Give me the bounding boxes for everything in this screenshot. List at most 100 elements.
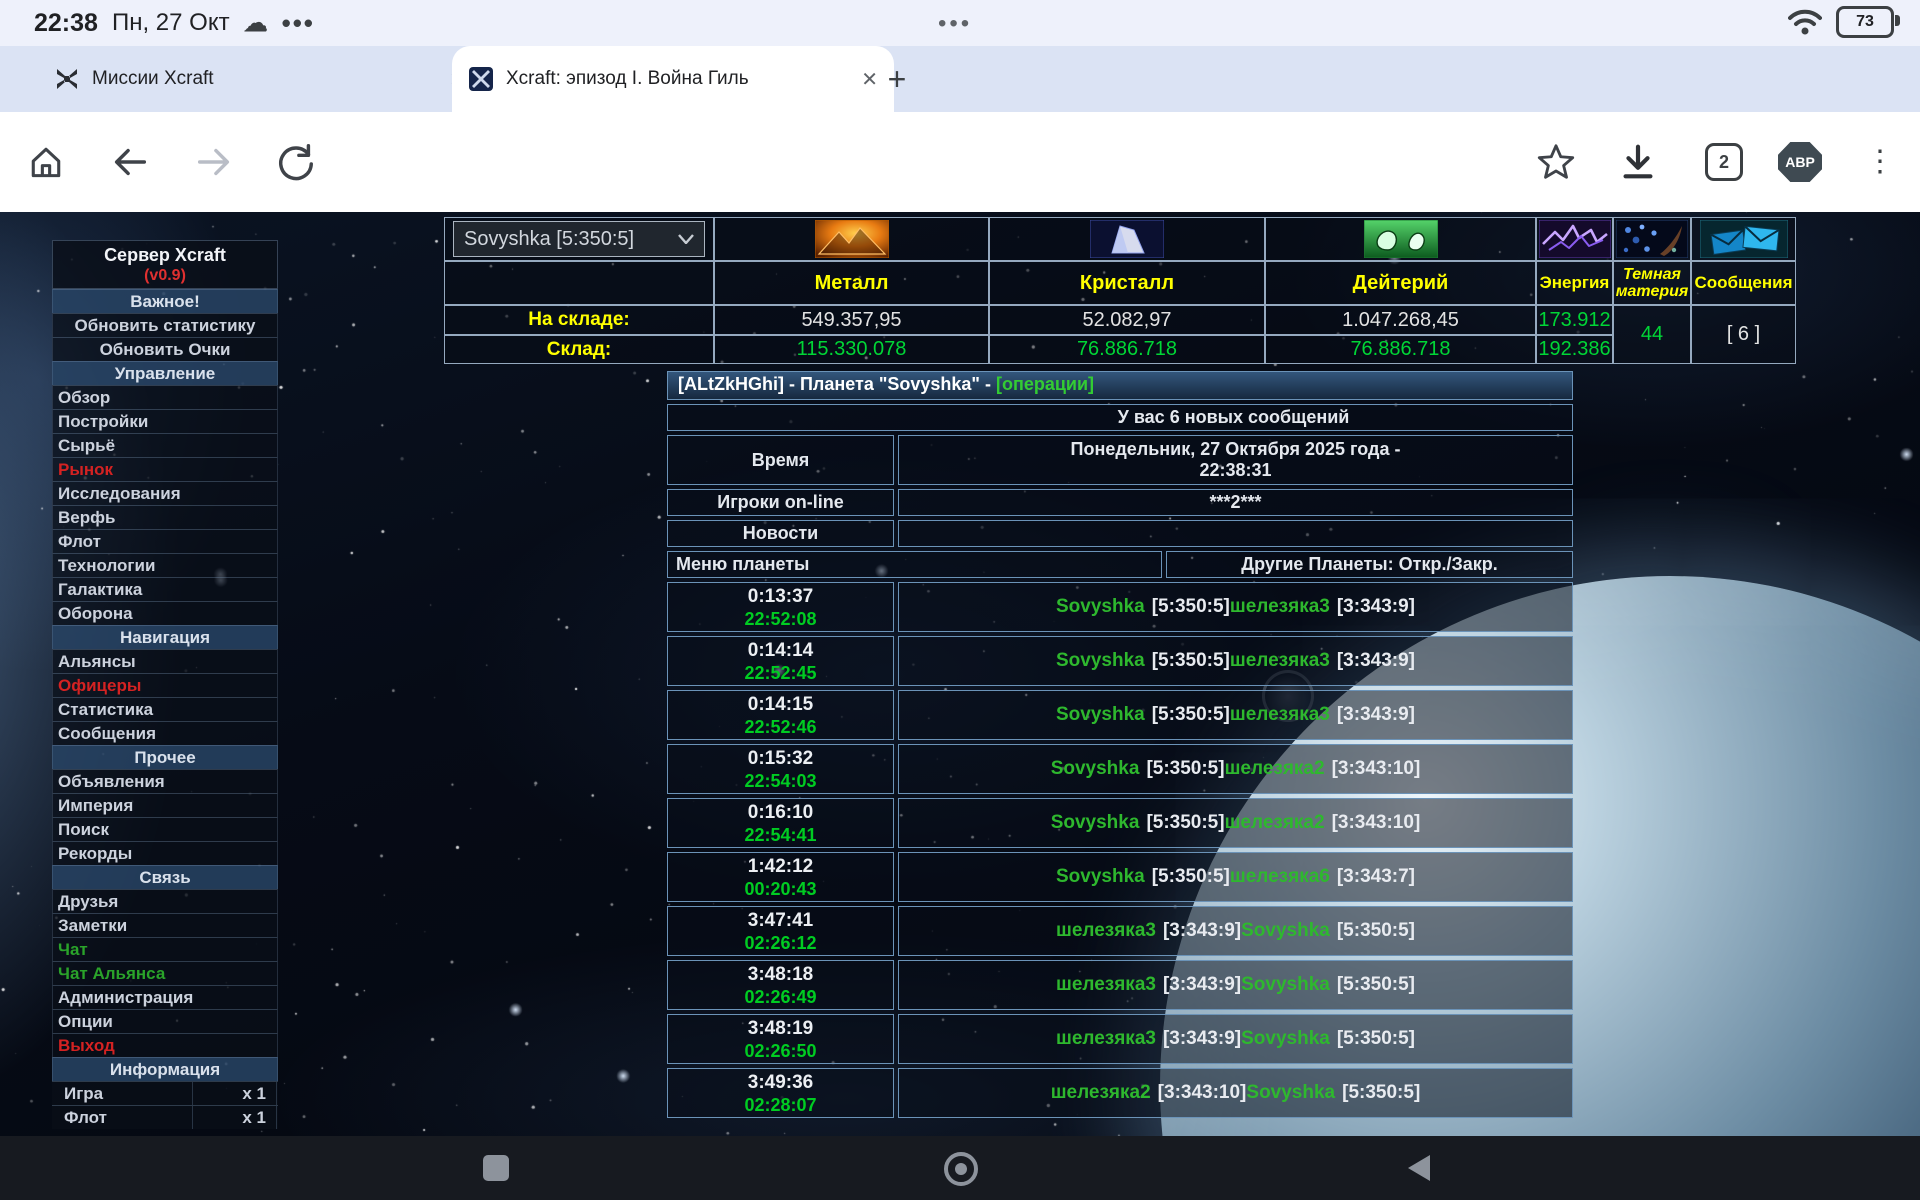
- deuterium-icon: [1363, 220, 1438, 258]
- tab-close-icon[interactable]: ✕: [861, 68, 878, 91]
- sidebar-item[interactable]: Администрация: [52, 985, 278, 1009]
- sidebar-item[interactable]: Галактика: [52, 577, 278, 601]
- dark-matter-icon-cell: [1613, 217, 1691, 261]
- sidebar-item[interactable]: Верфь: [52, 505, 278, 529]
- adblock-abp-icon[interactable]: ABP: [1776, 138, 1824, 186]
- sidebar-item[interactable]: Альянсы: [52, 649, 278, 673]
- sidebar-item[interactable]: Чат Альянса: [52, 961, 278, 985]
- new-messages-notice[interactable]: У вас 6 новых сообщений: [667, 404, 1573, 431]
- fleet-duration: 1:42:12: [747, 855, 814, 877]
- sidebar-item[interactable]: Офицеры: [52, 673, 278, 697]
- sidebar-item[interactable]: Поиск: [52, 817, 278, 841]
- fleet-route[interactable]: шелезяка3 [3:343:9] Sovyshka [5:350:5]: [898, 960, 1573, 1010]
- sidebar-item[interactable]: Флот: [52, 529, 278, 553]
- fleet-event-row: 1:42:12 00:20:43 Sovyshka [5:350:5] шелезя…: [667, 852, 1573, 902]
- sidebar-item[interactable]: Империя: [52, 793, 278, 817]
- sidebar-item[interactable]: Важное!: [52, 289, 278, 313]
- sidebar-item[interactable]: Выход: [52, 1033, 278, 1057]
- fleet-to-name: Sovyshka: [1246, 1082, 1336, 1103]
- reload-button[interactable]: [272, 138, 320, 186]
- fleet-duration: 0:13:37: [747, 585, 814, 607]
- fleet-event-row: 0:15:32 22:54:03 Sovyshka [5:350:5] шелезя…: [667, 744, 1573, 794]
- planet-select[interactable]: Sovyshka [5:350:5]: [453, 221, 705, 257]
- sidebar-item[interactable]: Обновить статистику: [52, 313, 278, 337]
- messages-icon-cell: [1691, 217, 1796, 261]
- recents-button[interactable]: [483, 1155, 509, 1181]
- sidebar-item[interactable]: Чат: [52, 937, 278, 961]
- fleet-duration: 3:48:18: [747, 963, 814, 985]
- bookmark-star-icon[interactable]: [1532, 138, 1580, 186]
- fleet-time-cell: 0:15:32 22:54:03: [667, 744, 894, 794]
- fleet-route[interactable]: шелезяка2 [3:343:10] Sovyshka [5:350:5]: [898, 1068, 1573, 1118]
- android-nav-bar: [0, 1136, 1920, 1200]
- operations-link[interactable]: [операции]: [995, 374, 1095, 394]
- fleet-to-coord: [3:343:7]: [1336, 866, 1415, 887]
- camera-cutout-dots-icon: •••: [938, 10, 973, 37]
- wifi-icon: [1788, 9, 1822, 35]
- forward-button[interactable]: [190, 138, 238, 186]
- info-row-label: Новости: [667, 520, 894, 547]
- fleet-arrival-time: 02:26:12: [744, 932, 817, 953]
- info-value-line1: ***2***: [1209, 492, 1262, 512]
- sidebar-item[interactable]: Заметки: [52, 913, 278, 937]
- fleet-route[interactable]: Sovyshka [5:350:5] шелезяка3 [3:343:9]: [898, 636, 1573, 686]
- tab-switcher-button[interactable]: 2: [1700, 138, 1748, 186]
- sidebar-item[interactable]: Статистика: [52, 697, 278, 721]
- fleet-from-coord: [3:343:10]: [1157, 1082, 1247, 1103]
- fleet-time-cell: 0:14:15 22:52:46: [667, 690, 894, 740]
- fleet-route[interactable]: шелезяка3 [3:343:9] Sovyshka [5:350:5]: [898, 1014, 1573, 1064]
- fleet-to-coord: [5:350:5]: [1336, 920, 1415, 941]
- fleet-to-name: шелезяка3: [1229, 596, 1330, 617]
- fleet-to-coord: [3:343:10]: [1331, 812, 1421, 833]
- sidebar-item[interactable]: Опции: [52, 1009, 278, 1033]
- home-button[interactable]: [22, 138, 70, 186]
- fleet-duration: 0:15:32: [747, 747, 814, 769]
- chevron-down-icon: [678, 234, 694, 244]
- back-nav-button[interactable]: [1408, 1155, 1430, 1181]
- planet-select-value: Sovyshka [5:350:5]: [464, 227, 635, 250]
- energy-icon-cell: [1536, 217, 1613, 261]
- fleet-to-coord: [5:350:5]: [1336, 1028, 1415, 1049]
- fleet-to-coord: [3:343:9]: [1336, 596, 1415, 617]
- fleet-arrival-time: 02:28:07: [744, 1094, 817, 1115]
- planet-menu-label[interactable]: Меню планеты: [667, 551, 1162, 578]
- sidebar-item[interactable]: Рынок: [52, 457, 278, 481]
- sidebar-item[interactable]: Сырьё: [52, 433, 278, 457]
- tab-missions-xcraft[interactable]: Миссии Xcraft ✕: [40, 46, 480, 112]
- sidebar-item[interactable]: Сообщения: [52, 721, 278, 745]
- sidebar-item[interactable]: Оборона: [52, 601, 278, 625]
- other-planets-toggle[interactable]: Другие Планеты: Откр./Закр.: [1166, 551, 1573, 578]
- browser-menu-button[interactable]: ⋮: [1865, 145, 1895, 178]
- fleet-from-name: Sovyshka: [1050, 812, 1140, 833]
- server-title: Сервер Xcraft: [104, 245, 226, 265]
- sidebar-item[interactable]: Исследования: [52, 481, 278, 505]
- download-icon[interactable]: [1614, 138, 1662, 186]
- sidebar-item[interactable]: Обновить Очки: [52, 337, 278, 361]
- fleet-from-name: шелезяка3: [1055, 974, 1156, 995]
- deuterium-header: Дейтерий: [1265, 261, 1536, 305]
- messages-count[interactable]: [ 6 ]: [1691, 305, 1796, 364]
- fleet-route[interactable]: шелезяка3 [3:343:9] Sovyshka [5:350:5]: [898, 906, 1573, 956]
- back-button[interactable]: [106, 138, 154, 186]
- fleet-route[interactable]: Sovyshka [5:350:5] шелезяка2 [3:343:10]: [898, 798, 1573, 848]
- sidebar-item[interactable]: Обзор: [52, 385, 278, 409]
- fleet-route[interactable]: Sovyshka [5:350:5] шелезяка6 [3:343:7]: [898, 852, 1573, 902]
- dark-matter-value: 44: [1613, 305, 1691, 364]
- fleet-route[interactable]: Sovyshka [5:350:5] шелезяка3 [3:343:9]: [898, 690, 1573, 740]
- crystal-capacity: 76.886.718: [989, 335, 1265, 364]
- tab-xcraft-episode[interactable]: Xcraft: эпизод I. Война Гиль ✕: [452, 46, 894, 112]
- sidebar-item[interactable]: Технологии: [52, 553, 278, 577]
- fleet-time-cell: 0:14:14 22:52:45: [667, 636, 894, 686]
- battery-icon: 73: [1836, 6, 1900, 38]
- new-tab-button[interactable]: +: [887, 60, 907, 97]
- browser-toolbar: alfa.xcraft.ru/frames.php 2 ABP ⋮: [0, 112, 1920, 307]
- sidebar-item[interactable]: Друзья: [52, 889, 278, 913]
- sidebar-item[interactable]: Постройки: [52, 409, 278, 433]
- fleet-route[interactable]: Sovyshka [5:350:5] шелезяка3 [3:343:9]: [898, 582, 1573, 632]
- fleet-from-coord: [5:350:5]: [1146, 758, 1225, 779]
- sidebar-item[interactable]: Рекорды: [52, 841, 278, 865]
- sidebar-item: Управление: [52, 361, 278, 385]
- fleet-route[interactable]: Sovyshka [5:350:5] шелезяка2 [3:343:10]: [898, 744, 1573, 794]
- home-nav-button[interactable]: [944, 1152, 978, 1186]
- sidebar-item[interactable]: Объявления: [52, 769, 278, 793]
